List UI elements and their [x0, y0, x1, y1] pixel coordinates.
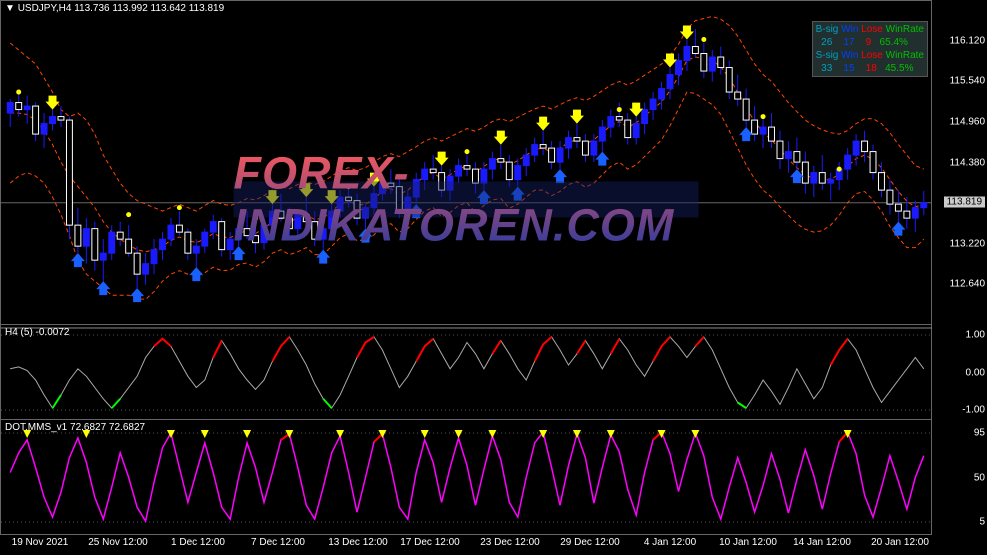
stats-values-s: 33 15 18 45.5%	[816, 62, 924, 75]
win-label: Win	[841, 24, 858, 35]
s-rate-val: 45.5%	[885, 63, 913, 74]
main-chart-svg	[1, 1, 933, 326]
xaxis: 19 Nov 202125 Nov 12:001 Dec 12:007 Dec …	[0, 535, 932, 555]
b-win-val: 17	[843, 37, 854, 48]
s-lose-val: 18	[866, 63, 877, 74]
yaxis-sub2: 95505	[932, 420, 987, 535]
stats-box: B-sig Win Lose WinRate 26 17 9 65.4% S-s…	[812, 21, 928, 77]
title-text: USDJPY,H4 113.736 113.992 113.642 113.81…	[18, 3, 224, 14]
dropdown-icon[interactable]: ▼	[5, 3, 15, 14]
lose-label: Lose	[861, 24, 883, 35]
main-price-panel[interactable]: ▼ USDJPY,H4 113.736 113.992 113.642 113.…	[0, 0, 932, 325]
rate-label: WinRate	[886, 24, 924, 35]
b-sig-label: B-sig	[816, 24, 839, 35]
s-sig-val: 33	[821, 63, 832, 74]
sub1-title: H4 (5) -0.0072	[5, 327, 69, 338]
s-sig-label: S-sig	[816, 50, 839, 61]
yaxis-sub1: 1.000.00-1.00	[932, 325, 987, 420]
sub2-title: DOT.MMS_v1 72.6827 72.6827	[5, 422, 145, 433]
stats-header-b: B-sig Win Lose WinRate	[816, 23, 924, 36]
sub1-svg	[1, 325, 933, 420]
b-rate-val: 65.4%	[880, 37, 908, 48]
s-win-val: 15	[843, 63, 854, 74]
chart-root: ▼ USDJPY,H4 113.736 113.992 113.642 113.…	[0, 0, 987, 555]
stats-values-b: 26 17 9 65.4%	[816, 36, 924, 49]
b-lose-val: 9	[866, 37, 872, 48]
stats-header-s: S-sig Win Lose WinRate	[816, 49, 924, 62]
yaxis-main: 116.120115.540114.960114.380113.819113.2…	[932, 0, 987, 325]
b-sig-val: 26	[821, 37, 832, 48]
oscillator-panel-1[interactable]: H4 (5) -0.0072	[0, 325, 932, 420]
pair-title: ▼ USDJPY,H4 113.736 113.992 113.642 113.…	[5, 3, 224, 14]
oscillator-panel-2[interactable]: DOT.MMS_v1 72.6827 72.6827	[0, 420, 932, 535]
sub2-svg	[1, 420, 933, 535]
